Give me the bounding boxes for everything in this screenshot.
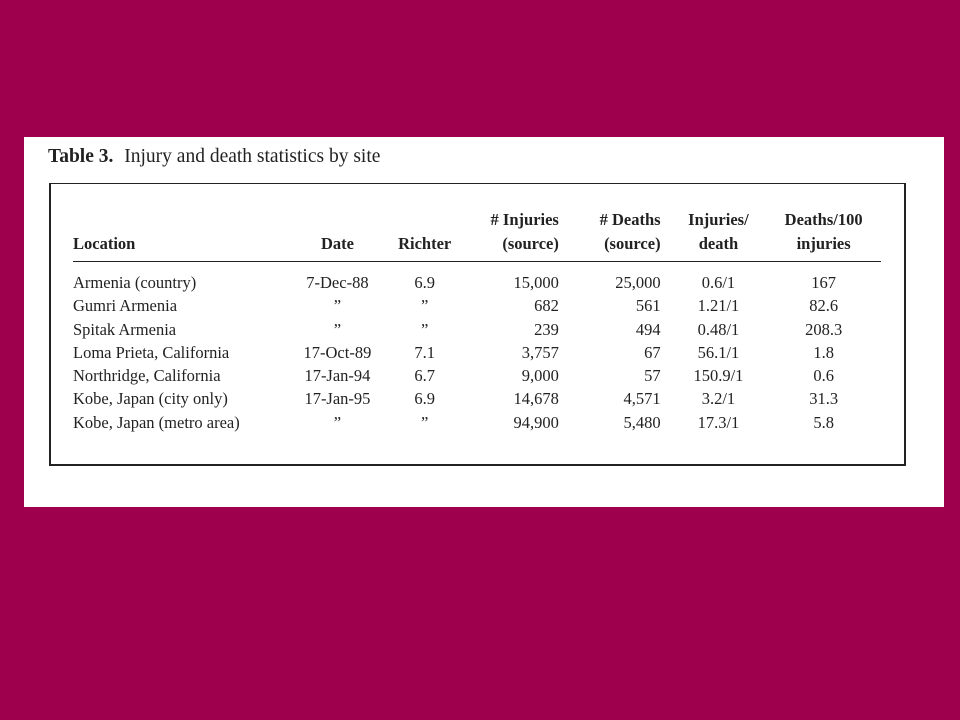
table-row: Kobe, Japan (metro area) ” ” 94,900 5,48… <box>73 411 881 434</box>
header-deaths-per-100: Deaths/100 injuries <box>766 208 881 262</box>
header-date: Date <box>292 208 383 262</box>
cell-richter: 6.9 <box>414 389 435 409</box>
cell-injuries: 3,757 <box>521 342 559 362</box>
cell-richter: 6.7 <box>414 366 435 386</box>
cell-injuries: 94,900 <box>513 412 559 432</box>
cell-date: ” <box>333 412 342 432</box>
header-deaths: # Deaths (source) <box>568 208 671 262</box>
cell-injuries: 239 <box>534 319 559 339</box>
cell-injuries-per-death: 3.2/1 <box>701 389 736 409</box>
cell-richter: ” <box>421 412 429 432</box>
table-caption: Table 3. Injury and death statistics by … <box>48 146 380 168</box>
cell-richter: ” <box>421 319 429 339</box>
cell-richter: 7.1 <box>414 342 435 362</box>
cell-date: ” <box>333 319 342 339</box>
cell-injuries-per-death: 150.9/1 <box>693 366 744 386</box>
cell-injuries-per-death: 17.3/1 <box>697 412 740 432</box>
cell-richter: 6.9 <box>414 273 435 292</box>
table-number: Table 3. <box>48 146 114 167</box>
cell-injuries-per-death: 0.48/1 <box>697 319 740 339</box>
cell-location: Spitak Armenia <box>73 319 177 339</box>
cell-injuries: 15,000 <box>513 273 559 292</box>
cell-location: Loma Prieta, California <box>73 342 230 362</box>
cell-injuries-per-death: 1.21/1 <box>697 296 740 316</box>
table-row: Northridge, California 17-Jan-94 6.7 9,0… <box>73 364 881 387</box>
cell-deaths-per-100: 208.3 <box>805 319 843 339</box>
cell-deaths: 57 <box>644 366 661 386</box>
cell-deaths-per-100: 82.6 <box>809 296 839 316</box>
statistics-table: Location Date Richter # Injuries (source)… <box>73 208 881 434</box>
header-location: Location <box>73 208 293 262</box>
cell-date: 17-Jan-95 <box>304 389 371 409</box>
cell-location: Armenia (country) <box>73 273 197 292</box>
cell-deaths: 4,571 <box>623 389 661 409</box>
cell-injuries: 682 <box>534 296 559 316</box>
cell-date: 7-Dec-88 <box>306 273 369 292</box>
cell-deaths: 561 <box>635 296 661 316</box>
cell-location: Kobe, Japan (metro area) <box>73 412 240 432</box>
cell-deaths-per-100: 1.8 <box>813 342 834 362</box>
cell-location: Gumri Armenia <box>73 296 178 316</box>
cell-location: Northridge, California <box>73 366 221 386</box>
cell-deaths-per-100: 167 <box>811 273 836 292</box>
table-row: Spitak Armenia ” ” 239 494 0.48/1 208.3 <box>73 318 881 341</box>
table-frame: Location Date Richter # Injuries (source)… <box>49 183 906 466</box>
cell-injuries-per-death: 56.1/1 <box>697 342 740 362</box>
cell-deaths: 67 <box>644 342 661 362</box>
table-row: Gumri Armenia ” ” 682 561 1.21/1 82.6 <box>73 294 881 317</box>
cell-deaths-per-100: 31.3 <box>809 389 839 409</box>
cell-location: Kobe, Japan (city only) <box>73 389 228 409</box>
cell-deaths: 494 <box>635 319 661 339</box>
cell-injuries-per-death: 0.6/1 <box>701 273 736 292</box>
cell-richter: ” <box>421 296 429 316</box>
header-injuries-per-death: Injuries/death <box>670 208 767 262</box>
document-panel: Table 3. Injury and death statistics by … <box>24 137 944 507</box>
header-injuries: # Injuries (source) <box>467 208 569 262</box>
cell-injuries: 14,678 <box>513 389 559 409</box>
header-row: Location Date Richter # Injuries (source)… <box>73 208 881 262</box>
cell-deaths: 25,000 <box>615 273 661 292</box>
cell-date: 17-Jan-94 <box>304 366 371 386</box>
cell-date: ” <box>333 296 342 316</box>
header-richter: Richter <box>382 208 468 262</box>
cell-deaths: 5,480 <box>623 412 661 432</box>
cell-injuries: 9,000 <box>521 366 559 386</box>
table-row: Loma Prieta, California 17-Oct-89 7.1 3,… <box>73 341 881 364</box>
cell-date: 17-Oct-89 <box>303 342 372 362</box>
table-title: Injury and death statistics by site <box>124 146 381 167</box>
cell-deaths-per-100: 0.6 <box>813 366 834 386</box>
table-row: Armenia (country) 7-Dec-88 6.9 15,000 25… <box>73 262 881 295</box>
table-row: Kobe, Japan (city only) 17-Jan-95 6.9 14… <box>73 387 881 410</box>
cell-deaths-per-100: 5.8 <box>813 412 834 432</box>
